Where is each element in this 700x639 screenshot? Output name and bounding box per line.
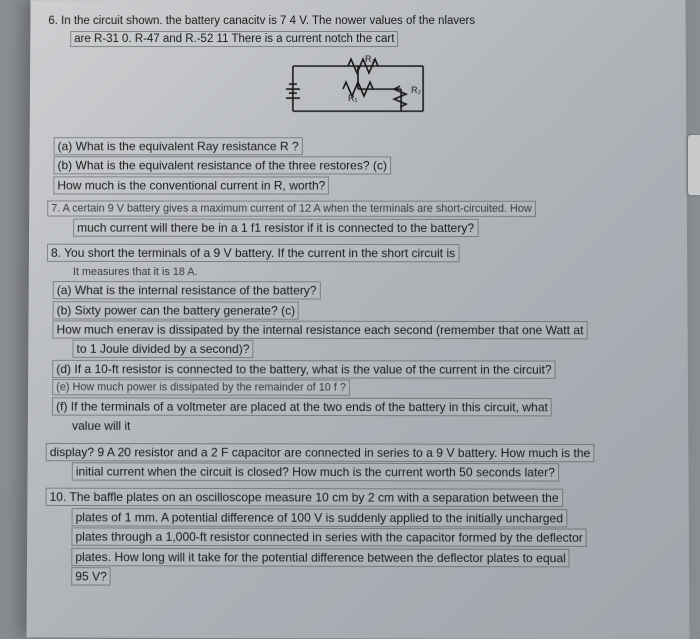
question-8: 8. You short the terminals of a 9 V batt… (46, 244, 670, 438)
q6-b: (b) What is the equivalent resistance of… (53, 157, 668, 177)
question-10: 10. The baffle plates on an oscilloscope… (45, 488, 671, 588)
q8-a: (a) What is the internal resistance of t… (53, 281, 670, 301)
q8-c-line2: to 1 Joule divided by a second)? (72, 340, 669, 360)
q8-d: (d) If a 10-ft resistor is connected to … (52, 360, 670, 381)
q10-line1: 10. The baffle plates on an oscilloscope… (45, 488, 670, 509)
circuit-svg: R₃ R₁ R₂ (252, 51, 463, 129)
q8-c-line1: How much enerav is dissipated by the int… (52, 320, 669, 340)
q9-line1: display? 9 A 20 resistor and a 2 F capac… (46, 442, 671, 463)
circuit-diagram: R₃ R₁ R₂ (48, 51, 669, 129)
q8-line2: It measures that it is 18 A. (73, 263, 669, 281)
q6-header-line2: are R-31 0. R-47 and R.-52 11 There is a… (70, 31, 668, 47)
q6-c: How much is the conventional current in … (53, 176, 668, 196)
q8-e: (e) How much power is dissipated by the … (52, 379, 670, 398)
q8-f-line2: value will it (72, 417, 670, 438)
q8-line1: 8. You short the terminals of a 9 V batt… (47, 244, 669, 264)
q6-header-line1: 6. In the circuit shown. the battery can… (48, 14, 667, 30)
q7-line2: much current will there be in a 1 f1 res… (73, 218, 669, 238)
worksheet-page: 6. In the circuit shown. the battery can… (26, 0, 689, 639)
q8-f-line1: (f) If the terminals of a voltmeter are … (52, 397, 670, 418)
q9-line2: initial current when the circuit is clos… (72, 462, 671, 483)
question-9: display? 9 A 20 resistor and a 2 F capac… (46, 442, 671, 483)
label-r3: R₃ (365, 54, 376, 64)
label-r1: R₁ (347, 93, 357, 103)
q8-b: (b) Sixty power can the battery generate… (53, 301, 670, 321)
q10-line4: plates. How long will it take for the po… (71, 547, 671, 568)
question-7: 7. A certain 9 V battery gives a maximum… (47, 202, 669, 239)
q7-line1: 7. A certain 9 V battery gives a maximum… (47, 202, 669, 217)
q10-line3: plates through a 1,000-ft resistor conne… (71, 528, 670, 549)
label-r2: R₂ (411, 85, 422, 95)
q10-line5: 95 V? (71, 567, 671, 588)
q10-line2: plates of 1 mm. A potential difference o… (72, 508, 671, 529)
question-6: 6. In the circuit shown. the battery can… (47, 14, 668, 196)
q6-a: (a) What is the equivalent Ray resistanc… (54, 137, 669, 157)
page-tab (688, 135, 700, 195)
